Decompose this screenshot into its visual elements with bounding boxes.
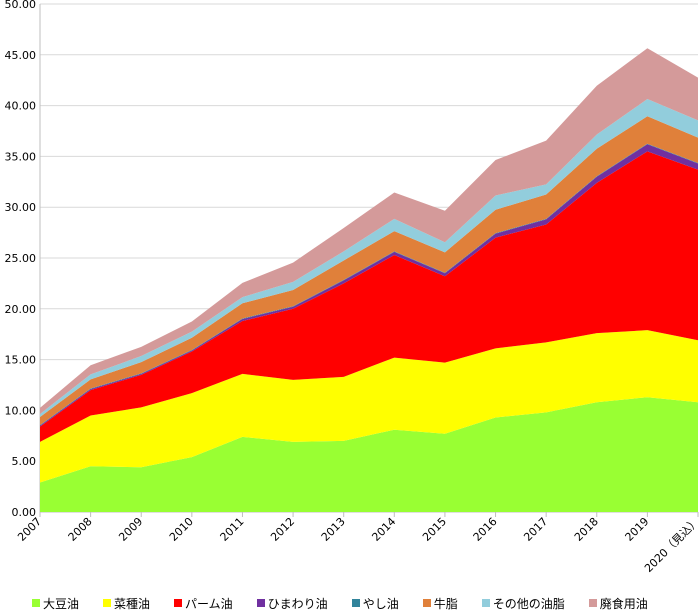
x-tick-label: 2018 [572,515,601,544]
y-tick-label: 25.00 [5,252,37,265]
y-tick-label: 40.00 [5,100,37,113]
x-axis-tick-labels: 2007 2008 2009 2010 2011 2012 2013 2014 2015 2016… [15,515,700,575]
legend-label: 廃食用油 [599,596,648,611]
legend-item: 牛脂 [422,595,458,612]
x-tick-label: 2019 [623,515,652,544]
legend-swatch [481,599,490,607]
legend-swatch [422,599,431,607]
legend-label: 菜種油 [114,596,151,611]
x-tick-label: 2009 [116,515,145,544]
y-tick-label: 50.00 [5,0,37,11]
x-tick-label: 2014 [369,515,398,544]
legend-label: やし油 [362,596,399,611]
legend-item: 菜種油 [103,595,150,612]
legend-item: パーム油 [174,595,233,612]
legend-swatch [588,599,597,607]
legend-swatch [256,599,265,607]
y-tick-label: 30.00 [5,201,37,214]
y-tick-label: 5.00 [12,455,37,468]
legend-item: 大豆油 [32,595,79,612]
x-tick-label: 2016 [471,515,500,544]
plot-areas [40,48,698,512]
legend-label: 牛脂 [433,596,458,611]
legend-item: 廃食用油 [588,595,648,612]
legend-label: ひまわり油 [267,596,328,611]
x-tick-label: 2010 [167,515,196,544]
legend-swatch [103,599,112,607]
x-tick-label: 2011 [218,515,247,544]
x-tick-label: 2008 [66,515,95,544]
legend-item: ひまわり油 [256,595,328,612]
x-tick-label: 2007 [15,515,44,544]
area-series-3 [40,151,698,442]
x-tick-label: 2017 [521,515,550,544]
y-tick-label: 10.00 [5,404,37,417]
y-axis-tick-labels: 0.00 5.00 10.00 15.00 20.00 25.00 30.00 35.00 40… [5,0,37,519]
area-series-1 [40,397,698,512]
y-tick-label: 20.00 [5,303,37,316]
area-series-8 [40,48,698,414]
legend-swatch [32,599,40,607]
y-tick-label: 45.00 [5,49,37,62]
legend-label: その他の油脂 [492,596,565,611]
x-tick-label: 2015 [420,515,449,544]
stacked-area-chart: 0.00 5.00 10.00 15.00 20.00 25.00 30.00 35.00 40… [5,0,700,575]
legend-swatch [174,599,183,607]
legend-item: やし油 [351,595,399,612]
area-series-2 [40,330,698,483]
legend-label: 大豆油 [43,596,80,611]
y-tick-label: 35.00 [5,150,37,163]
area-series-6 [40,116,698,426]
legend-swatch [351,599,360,607]
x-tick-label: 2013 [319,515,348,544]
x-tick-label: 2012 [268,515,297,544]
legend-label: パーム油 [185,596,233,611]
y-tick-label: 0.00 [12,506,37,519]
y-tick-label: 15.00 [5,354,37,367]
legend: 大豆油 菜種油 パーム油 ひまわり油 やし油 牛脂 その他の油脂 廃食用油 [32,595,648,612]
legend-item: その他の油脂 [481,595,565,612]
